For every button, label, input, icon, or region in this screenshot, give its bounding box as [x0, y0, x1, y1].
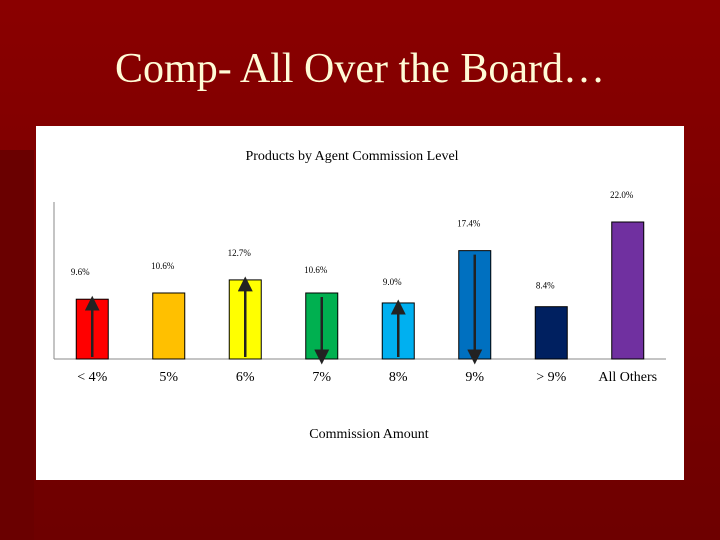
data-label: 9.0%: [383, 277, 402, 287]
bar: [152, 292, 186, 360]
category-label: 8%: [389, 370, 408, 385]
chart-panel: Products by Agent Commission Level Commi…: [36, 126, 684, 480]
data-label: 9.6%: [71, 267, 90, 277]
data-label: 22.0%: [610, 190, 634, 200]
category-label: 6%: [236, 370, 255, 385]
category-label: 7%: [312, 370, 331, 385]
x-axis-title: Commission Amount: [309, 427, 429, 442]
category-label: All Others: [598, 370, 657, 385]
slide-accent-band: [0, 150, 34, 540]
category-label: 9%: [465, 370, 484, 385]
slide-title: Comp- All Over the Board…: [115, 46, 605, 92]
data-label: 8.4%: [536, 281, 555, 291]
category-label: > 9%: [536, 370, 566, 385]
data-label: 12.7%: [228, 248, 252, 258]
category-label: 5%: [159, 370, 178, 385]
bar: [534, 306, 568, 360]
data-label: 10.6%: [151, 261, 175, 271]
bar: [611, 221, 645, 360]
data-label: 10.6%: [304, 265, 328, 275]
chart-title: Products by Agent Commission Level: [245, 149, 458, 164]
bar-chart: Products by Agent Commission Level Commi…: [53, 149, 666, 442]
data-label: 17.4%: [457, 219, 481, 229]
category-label: < 4%: [77, 370, 107, 385]
plot-area: 9.6% < 4% 10.6% 5% 12.7% 6% 10.6% 7% 9.0% 8% 17.4%…: [53, 190, 666, 385]
